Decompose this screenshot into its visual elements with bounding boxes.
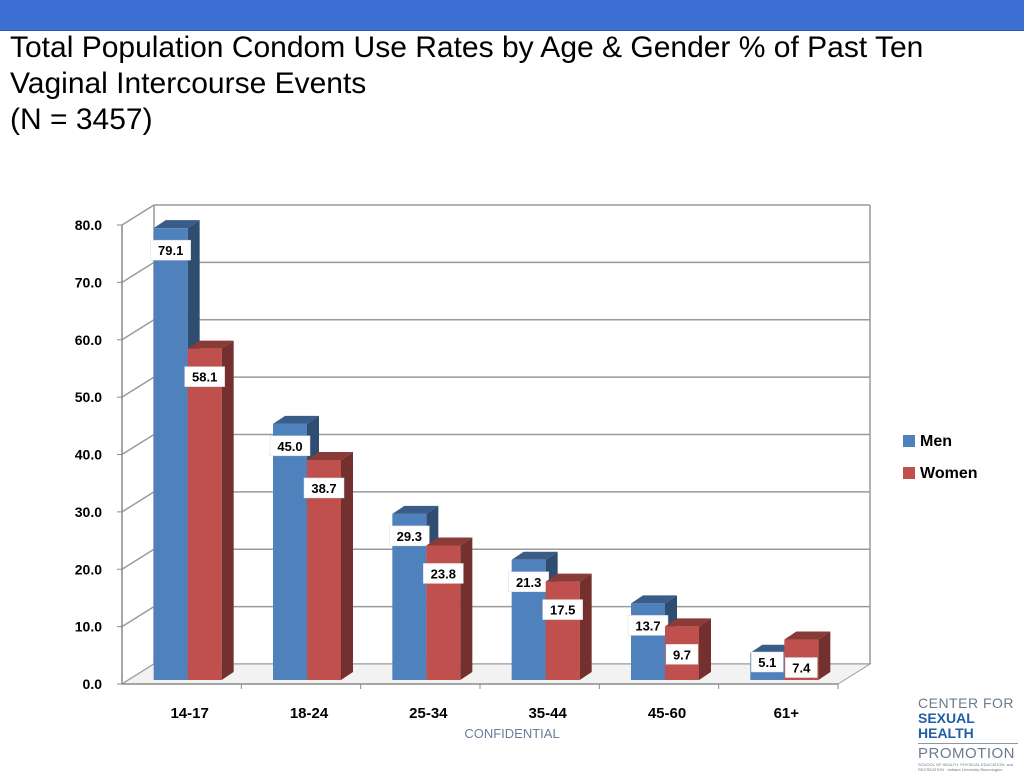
footer-confidential: CONFIDENTIAL xyxy=(464,726,560,741)
x-tick-label: 35-44 xyxy=(528,705,567,722)
data-label-box xyxy=(423,563,464,584)
bar-top-women xyxy=(426,537,473,546)
bar-women xyxy=(187,348,222,680)
logo-line-1: CENTER FOR xyxy=(918,695,1014,711)
bar-side-women xyxy=(699,618,711,680)
data-label-men: 13.7 xyxy=(635,618,660,633)
x-tick-label: 25-34 xyxy=(409,705,448,722)
data-label-box xyxy=(269,435,311,457)
side-gridline xyxy=(121,548,155,570)
title-line-2: Vaginal Intercourse Events xyxy=(10,67,367,100)
data-label-box xyxy=(184,366,225,387)
legend-label-men: Men xyxy=(920,433,952,450)
bar-top-women xyxy=(784,631,831,640)
y-tick-label: 50.0 xyxy=(75,389,102,405)
bar-side-women xyxy=(818,631,831,680)
bar-top-women xyxy=(307,451,353,460)
bar-side-women xyxy=(221,340,234,680)
x-tick-label: 18-24 xyxy=(290,705,329,722)
side-gridline xyxy=(121,261,155,284)
side-gridline xyxy=(121,433,155,456)
title-line-1: Total Population Condom Use Rates by Age… xyxy=(10,31,924,64)
legend-swatch-men xyxy=(903,435,915,447)
data-label-women: 9.7 xyxy=(673,647,691,662)
data-label-women: 23.8 xyxy=(431,566,456,581)
side-gridline xyxy=(121,319,155,341)
bar-women xyxy=(545,581,580,680)
y-tick-label: 20.0 xyxy=(75,561,102,577)
y-tick-label: 40.0 xyxy=(75,447,102,463)
data-label-box xyxy=(389,525,430,547)
bar-top-men xyxy=(153,220,200,229)
bar-men xyxy=(153,228,188,680)
bar-top-women xyxy=(545,573,592,582)
x-tick-label: 61+ xyxy=(774,705,800,722)
logo-line-2: SEXUAL HEALTH xyxy=(918,710,975,741)
side-gridline xyxy=(121,491,155,513)
y-tick-label: 80.0 xyxy=(75,217,102,233)
x-tick-label: 14-17 xyxy=(170,705,208,722)
data-label-box xyxy=(665,644,699,665)
data-label-women: 38.7 xyxy=(311,481,336,496)
data-label-box xyxy=(751,651,784,673)
y-tick-label: 10.0 xyxy=(75,619,102,635)
data-label-box xyxy=(150,239,191,261)
bar-men xyxy=(273,423,307,680)
bar-top-men xyxy=(273,415,319,424)
side-gridline xyxy=(121,204,155,226)
bar-side-women xyxy=(341,451,353,680)
side-gridline xyxy=(121,605,155,628)
bar-side-women xyxy=(579,573,592,680)
data-label-box xyxy=(542,599,583,620)
bar-top-men xyxy=(511,551,558,560)
data-label-box xyxy=(303,477,345,499)
x-tick-label: 45-60 xyxy=(648,705,686,722)
bar-men xyxy=(631,603,665,680)
bar-top-men xyxy=(392,505,439,514)
title-line-3: (N = 3457) xyxy=(10,103,153,136)
side-gridline xyxy=(121,376,155,398)
y-tick-label: 70.0 xyxy=(75,274,102,290)
data-label-men: 21.3 xyxy=(516,575,541,590)
data-label-men: 79.1 xyxy=(158,243,183,258)
data-label-women: 17.5 xyxy=(550,603,575,618)
y-tick-label: 0.0 xyxy=(83,676,103,692)
logo-line-4: SCHOOL OF HEALTH, PHYSICAL EDUCATION, an… xyxy=(918,762,1014,772)
data-label-women: 58.1 xyxy=(192,370,217,385)
bar-side-women xyxy=(460,537,473,680)
bar-top-men xyxy=(631,595,677,604)
data-label-men: 29.3 xyxy=(397,529,422,544)
top-bar xyxy=(0,0,1024,31)
y-tick-label: 60.0 xyxy=(75,332,102,348)
y-tick-label: 30.0 xyxy=(75,504,102,520)
logo-line-3: PROMOTION xyxy=(918,745,1015,762)
slide-title: Total Population Condom Use Rates by Age… xyxy=(10,30,1010,138)
data-label-women: 7.4 xyxy=(792,661,811,676)
bar-top-women xyxy=(665,618,711,627)
data-label-men: 5.1 xyxy=(758,655,776,670)
csh-logo: CENTER FOR SEXUAL HEALTH PROMOTION SCHOO… xyxy=(918,695,1018,772)
data-label-box xyxy=(785,657,818,678)
data-label-men: 45.0 xyxy=(277,439,302,454)
legend-label-women: Women xyxy=(920,465,977,482)
legend-swatch-women xyxy=(903,467,915,479)
bar-top-women xyxy=(187,340,234,349)
